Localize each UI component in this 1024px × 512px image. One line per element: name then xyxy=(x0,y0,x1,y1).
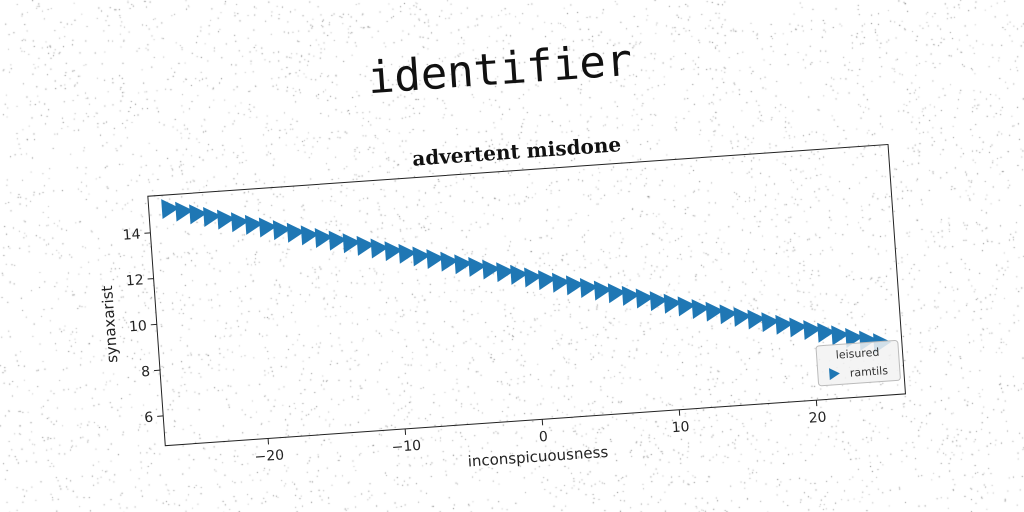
scatter-point xyxy=(328,230,347,251)
scatter-point xyxy=(691,299,710,320)
x-tick-label: 20 xyxy=(808,409,827,426)
scatter-point xyxy=(510,264,529,285)
scatter-point xyxy=(733,306,752,327)
y-tick-label: 14 xyxy=(122,227,141,244)
y-axis-label: synaxarist xyxy=(98,285,121,364)
scatter-point xyxy=(663,293,682,314)
legend: leisured ramtils xyxy=(815,340,901,387)
scatter-point xyxy=(761,312,780,333)
chart-container: advertent misdone −20 −10 0 10 20 6 8 10 12 14 i… xyxy=(65,73,928,491)
scatter-point xyxy=(203,206,222,227)
legend-marker-ramtils xyxy=(828,368,840,381)
scatter-point xyxy=(161,199,180,220)
scatter-point xyxy=(370,238,389,259)
scatter-point xyxy=(607,283,626,304)
scatter-point xyxy=(538,270,557,291)
scatter-point xyxy=(649,291,668,312)
scatter-point xyxy=(482,259,501,280)
scatter-point xyxy=(314,228,333,248)
scatter-point xyxy=(189,204,208,225)
scatter-point xyxy=(412,246,431,267)
scatter-point xyxy=(175,201,194,222)
x-tick-label: 10 xyxy=(671,419,690,436)
scatter-point xyxy=(398,243,417,264)
scatter-point xyxy=(817,322,836,343)
scatter-point xyxy=(244,214,264,235)
scatter-point xyxy=(831,325,850,346)
scatter-point xyxy=(789,317,808,338)
scatter-point xyxy=(272,220,292,241)
y-axis: 6 8 10 12 14 xyxy=(122,227,164,427)
scatter-point xyxy=(677,296,696,317)
x-tick-label: −10 xyxy=(391,438,422,456)
scatter-point xyxy=(593,280,613,301)
data-series-ramtils xyxy=(161,199,892,354)
scatter-point xyxy=(217,209,236,230)
scatter-point xyxy=(621,285,640,306)
x-tick-label: 0 xyxy=(538,429,548,446)
scatter-point xyxy=(426,249,445,270)
scatter-point xyxy=(635,288,654,309)
scatter-point xyxy=(719,304,738,325)
x-axis: −20 −10 0 10 20 xyxy=(254,400,827,465)
y-tick-label: 8 xyxy=(141,364,151,381)
scatter-point xyxy=(440,251,459,272)
scatter-point xyxy=(747,309,766,330)
scatter-point xyxy=(524,267,543,288)
scatter-point xyxy=(454,254,473,275)
scatter-point xyxy=(342,233,361,254)
scatter-point xyxy=(300,225,319,246)
scatter-point xyxy=(496,262,515,283)
scatter-point xyxy=(705,301,724,322)
scatter-point xyxy=(565,275,585,296)
scatter-point xyxy=(803,320,822,341)
y-tick-label: 12 xyxy=(125,272,144,289)
scatter-point xyxy=(552,272,571,293)
legend-title: leisured xyxy=(835,346,879,362)
y-tick-label: 10 xyxy=(129,318,148,335)
plot-frame xyxy=(147,143,907,447)
scatter-point xyxy=(845,327,864,348)
scatter-point xyxy=(468,256,487,277)
y-tick-label: 6 xyxy=(144,410,154,427)
scatter-point xyxy=(384,241,403,262)
scatter-point xyxy=(230,212,250,233)
legend-entry-ramtils: ramtils xyxy=(849,364,888,380)
scatter-point xyxy=(356,235,375,256)
x-tick-label: −20 xyxy=(254,447,285,465)
scatter-point xyxy=(286,222,305,243)
scatter-point xyxy=(258,217,278,238)
scatter-point xyxy=(775,314,794,335)
scatter-point xyxy=(579,278,599,298)
